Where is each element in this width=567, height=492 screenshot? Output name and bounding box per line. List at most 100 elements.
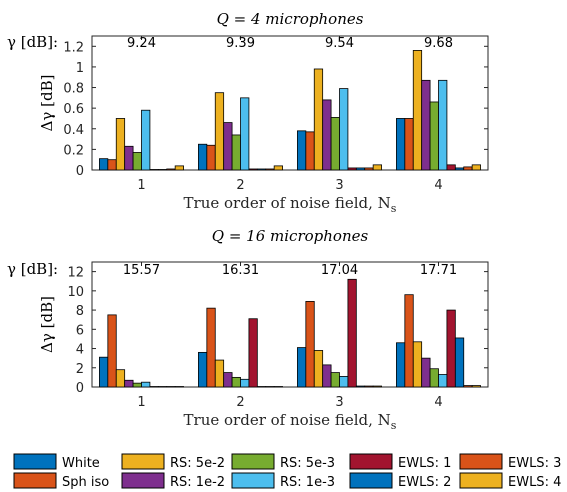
gamma-value: 9.39 <box>226 36 255 51</box>
bar-ewls-2 <box>256 168 267 171</box>
bar-rs-5e-3 <box>231 134 241 171</box>
legend-label: RS: 1e-2 <box>170 475 225 490</box>
legend-swatch <box>121 453 165 470</box>
bar-ewls-1 <box>149 386 159 388</box>
bar-rs-1e-2 <box>322 364 332 388</box>
bar-rs-5e-3 <box>330 117 340 171</box>
chart-title: Q = 4 microphones <box>217 10 364 28</box>
chart-title: Q = 16 microphones <box>212 227 369 245</box>
bar-rs-5e-3 <box>330 372 340 388</box>
x-axis-label: True order of noise field, Ns <box>184 411 397 432</box>
bar-ewls-4 <box>273 386 283 388</box>
bar-ewls-2 <box>454 337 465 388</box>
x-tick-label: 3 <box>335 395 343 410</box>
bar-white <box>99 356 109 388</box>
bar-rs-5e-3 <box>231 376 241 388</box>
legend: White RS: 5e-2 RS: 5e-3 EWLS: 1 EWLS: 3 Sph i… <box>13 453 561 490</box>
bar-white <box>198 143 208 171</box>
bar-rs-5e-2 <box>214 359 225 388</box>
legend-label: RS: 5e-2 <box>170 456 225 471</box>
bar-ewls-3 <box>265 168 275 171</box>
x-axis-label-main: True order of noise field, N <box>184 411 391 429</box>
gamma-value: 17.71 <box>420 263 457 278</box>
y-tick-label: 0.8 <box>63 82 84 97</box>
bar-ewls-4 <box>174 165 184 171</box>
legend-swatch <box>231 472 275 489</box>
chart-panel-2: Q = 16 microphones γ [dB]: Δγ [dB] 0 2 4 6 8 10 1… <box>7 227 489 432</box>
y-tick-label: 0 <box>76 164 84 179</box>
bar-white <box>198 351 208 388</box>
legend-label: EWLS: 3 <box>508 456 561 471</box>
y-tick-label: 0.6 <box>63 102 84 117</box>
bar-ewls-4 <box>372 385 382 388</box>
legend-swatch <box>231 453 275 470</box>
bar-rs-1e-2 <box>421 357 431 388</box>
bar-ewls-2 <box>355 167 366 171</box>
x-tick-label: 1 <box>137 395 145 410</box>
bar-rs-5e-2 <box>214 92 225 171</box>
bar-ewls-2 <box>157 386 168 388</box>
bar-sph-iso <box>404 294 414 388</box>
bar-rs-1e-3 <box>339 376 349 388</box>
y-axis-label: Δγ [dB] <box>38 296 56 353</box>
bar-rs-5e-2 <box>313 68 324 171</box>
x-tick-label: 1 <box>137 178 145 193</box>
bar-ewls-2 <box>256 386 267 388</box>
legend-label: RS: 5e-3 <box>280 456 335 471</box>
y-tick-label: 0.4 <box>63 123 84 138</box>
bar-rs-5e-2 <box>313 350 324 388</box>
bar-rs-1e-2 <box>223 372 233 388</box>
gamma-label: γ [dB]: <box>7 33 58 51</box>
legend-label: Sph iso <box>62 475 109 490</box>
bar-ewls-1 <box>446 164 456 171</box>
bar-ewls-4 <box>273 165 283 171</box>
bar-white <box>297 347 307 388</box>
gamma-value: 9.68 <box>424 36 453 51</box>
bar-sph-iso <box>305 131 315 171</box>
bar-rs-1e-2 <box>322 99 332 171</box>
axes-box <box>91 35 489 171</box>
bar-ewls-4 <box>174 386 184 388</box>
legend-swatch <box>349 472 393 489</box>
y-tick-label: 2 <box>76 362 84 377</box>
legend-swatch <box>121 472 165 489</box>
bar-ewls-3 <box>364 167 374 171</box>
x-tick-label: 3 <box>335 178 343 193</box>
bar-rs-5e-3 <box>132 382 142 388</box>
legend-label: EWLS: 4 <box>508 475 561 490</box>
x-axis-label-main: True order of noise field, N <box>184 194 391 212</box>
bar-rs-1e-3 <box>339 88 349 171</box>
bar-sph-iso <box>305 301 315 388</box>
x-tick-label: 2 <box>236 395 244 410</box>
gamma-value: 16.31 <box>222 263 259 278</box>
bar-ewls-4 <box>471 164 481 171</box>
x-axis-label-sub: s <box>391 202 397 215</box>
x-axis-label: True order of noise field, Ns <box>184 194 397 215</box>
bar-rs-1e-2 <box>421 79 431 171</box>
gamma-value: 17.04 <box>321 263 358 278</box>
bar-rs-1e-3 <box>141 381 151 388</box>
bar-ewls-3 <box>166 168 176 171</box>
y-tick-label: 8 <box>76 304 84 319</box>
bar-ewls-3 <box>265 386 275 388</box>
legend-swatch <box>459 472 503 489</box>
bar-ewls-1 <box>347 167 357 171</box>
bar-rs-1e-2 <box>124 379 134 388</box>
gamma-value: 9.24 <box>127 36 156 51</box>
bar-rs-5e-2 <box>115 369 126 388</box>
bar-white <box>396 342 406 388</box>
legend-label: White <box>62 456 100 471</box>
bar-ewls-3 <box>463 385 473 388</box>
bar-ewls-1 <box>248 318 258 388</box>
y-tick-label: 4 <box>76 343 84 358</box>
bar-white <box>396 118 406 171</box>
bar-rs-5e-3 <box>132 152 142 171</box>
bar-ewls-2 <box>355 385 366 388</box>
bar-ewls-1 <box>347 278 357 388</box>
bar-rs-5e-2 <box>412 341 423 388</box>
bar-rs-5e-2 <box>115 118 126 171</box>
gamma-value: 15.57 <box>123 263 160 278</box>
x-axis-label-sub: s <box>391 419 397 432</box>
gamma-label: γ [dB]: <box>7 260 58 278</box>
